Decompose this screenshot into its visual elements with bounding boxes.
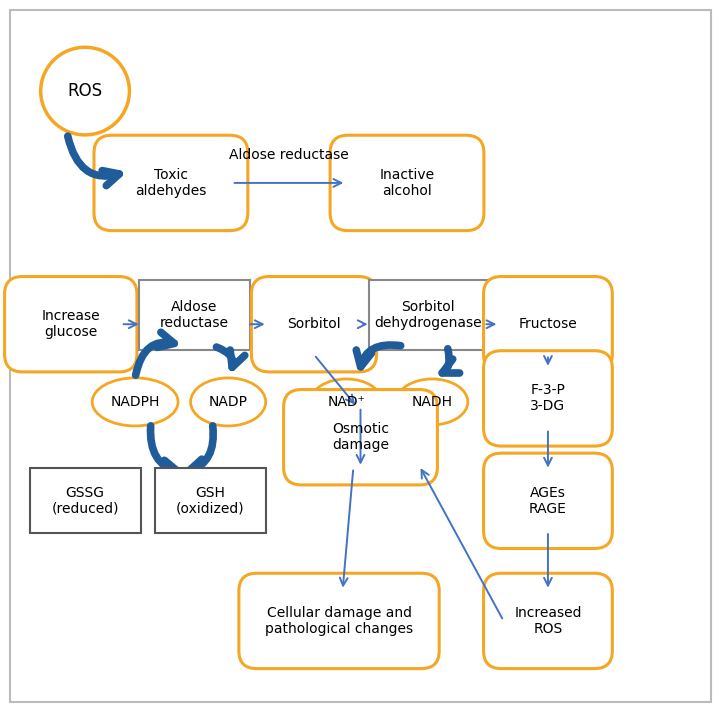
- Text: Sorbitol
dehydrogenase: Sorbitol dehydrogenase: [374, 300, 482, 330]
- Text: GSH
(oxidized): GSH (oxidized): [176, 486, 244, 516]
- Ellipse shape: [190, 378, 266, 426]
- FancyBboxPatch shape: [484, 276, 612, 372]
- Ellipse shape: [92, 378, 178, 426]
- Text: Osmotic
damage: Osmotic damage: [332, 422, 389, 452]
- FancyBboxPatch shape: [484, 351, 612, 446]
- FancyBboxPatch shape: [30, 468, 141, 533]
- FancyBboxPatch shape: [484, 453, 612, 548]
- FancyBboxPatch shape: [368, 281, 487, 350]
- FancyBboxPatch shape: [239, 573, 439, 669]
- Text: ROS: ROS: [68, 82, 102, 100]
- Text: GSSG
(reduced): GSSG (reduced): [51, 486, 119, 516]
- FancyBboxPatch shape: [4, 276, 137, 372]
- FancyBboxPatch shape: [283, 389, 438, 485]
- Text: NADH: NADH: [412, 395, 453, 409]
- Text: NAD⁺: NAD⁺: [327, 395, 365, 409]
- FancyBboxPatch shape: [139, 281, 250, 350]
- Text: Increased
ROS: Increased ROS: [514, 606, 582, 636]
- Text: Increase
glucose: Increase glucose: [41, 309, 100, 340]
- Text: AGEs
RAGE: AGEs RAGE: [529, 486, 567, 516]
- Text: Cellular damage and
pathological changes: Cellular damage and pathological changes: [265, 606, 413, 636]
- Ellipse shape: [397, 379, 468, 425]
- FancyBboxPatch shape: [94, 135, 248, 231]
- Text: Inactive
alcohol: Inactive alcohol: [379, 168, 435, 198]
- Text: Toxic
aldehydes: Toxic aldehydes: [136, 168, 207, 198]
- Text: Sorbitol: Sorbitol: [287, 318, 341, 331]
- Text: F-3-P
3-DG: F-3-P 3-DG: [531, 383, 565, 414]
- FancyBboxPatch shape: [155, 468, 266, 533]
- Text: Aldose reductase: Aldose reductase: [229, 147, 349, 162]
- Text: Fructose: Fructose: [518, 318, 578, 331]
- Ellipse shape: [311, 379, 382, 425]
- FancyBboxPatch shape: [330, 135, 484, 231]
- FancyBboxPatch shape: [484, 573, 612, 669]
- Text: NADPH: NADPH: [110, 395, 160, 409]
- Circle shape: [40, 47, 129, 135]
- Text: Aldose
reductase: Aldose reductase: [160, 300, 229, 330]
- Text: NADP: NADP: [208, 395, 247, 409]
- FancyBboxPatch shape: [252, 276, 376, 372]
